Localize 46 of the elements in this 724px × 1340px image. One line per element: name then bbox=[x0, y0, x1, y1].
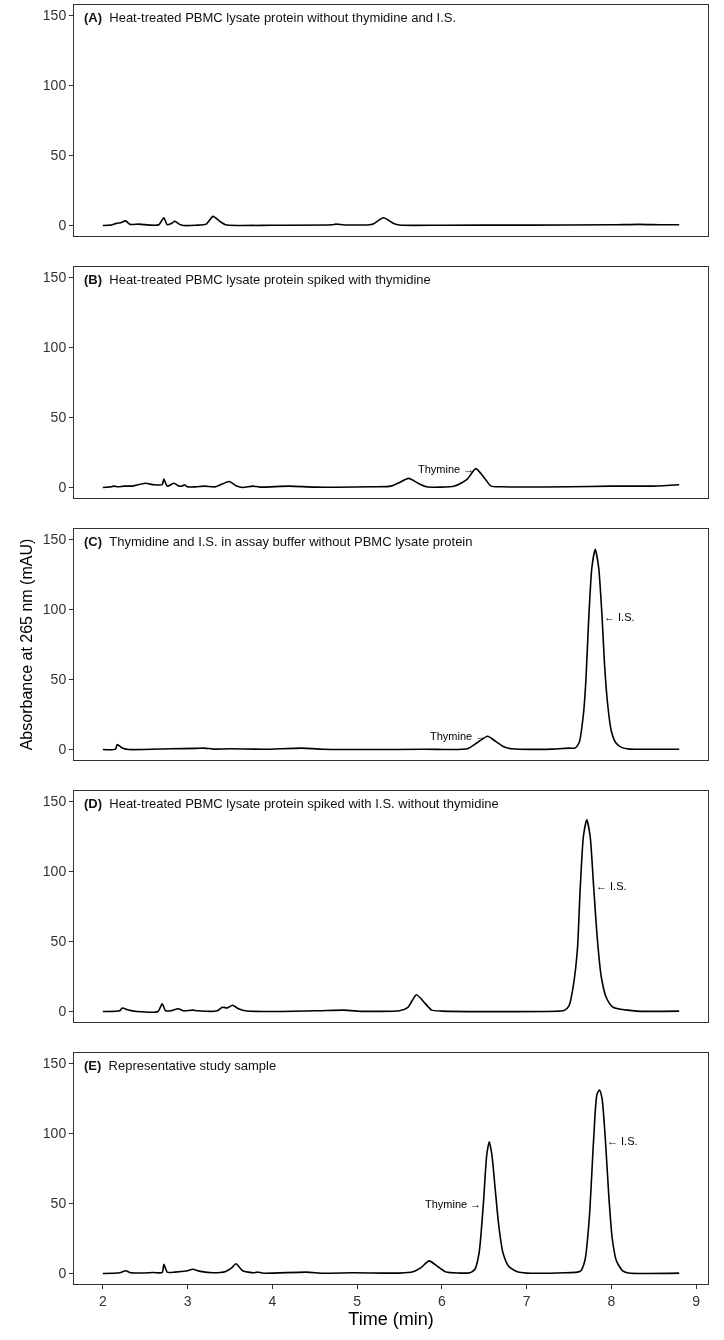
y-tick-label: 100 bbox=[42, 1125, 67, 1142]
line-series bbox=[102, 548, 680, 751]
annotation: ← I.S. bbox=[596, 880, 627, 892]
y-tick-label: 150 bbox=[42, 269, 67, 286]
y-tick-label: 0 bbox=[58, 741, 67, 758]
chart-title: (D) Heat-treated PBMC lysate protein spiked with I.S. without thymidine bbox=[84, 796, 499, 811]
x-tick-label: 6 bbox=[437, 1292, 446, 1309]
y-tick-label: 50 bbox=[50, 671, 67, 688]
x-axis-title: Time (min) bbox=[348, 1308, 434, 1329]
line-series bbox=[102, 215, 680, 227]
x-tick-label: 3 bbox=[183, 1292, 192, 1309]
y-tick-label: 100 bbox=[42, 77, 67, 94]
y-tick-label: 150 bbox=[42, 1055, 67, 1072]
y-tick-label: 0 bbox=[58, 1265, 67, 1282]
x-tick-label: 2 bbox=[98, 1292, 107, 1309]
annotation: ← I.S. bbox=[607, 1135, 638, 1147]
y-tick-label: 100 bbox=[42, 601, 67, 618]
y-tick-label: 50 bbox=[50, 409, 67, 426]
line-series bbox=[102, 818, 680, 1013]
y-tick-label: 150 bbox=[42, 531, 67, 548]
x-tick-label: 9 bbox=[692, 1292, 701, 1309]
annotation: Thymine → bbox=[430, 730, 487, 742]
annotation: Thymine → bbox=[418, 463, 475, 475]
y-tick-label: 50 bbox=[50, 147, 67, 164]
y-tick-label: 0 bbox=[58, 217, 67, 234]
y-axis-title: Absorbance at 265 nm (mAU) bbox=[17, 538, 35, 751]
y-tick-label: 150 bbox=[42, 793, 67, 810]
x-tick-label: 4 bbox=[268, 1292, 277, 1309]
y-tick-label: 100 bbox=[42, 339, 67, 356]
chart-title: (C) Thymidine and I.S. in assay buffer without PBMC lysate protein bbox=[84, 534, 473, 549]
x-tick-label: 7 bbox=[522, 1292, 531, 1309]
y-tick-label: 100 bbox=[42, 863, 67, 880]
y-tick-label: 0 bbox=[58, 479, 67, 496]
y-tick-label: 150 bbox=[42, 7, 67, 24]
annotation: Thymine → bbox=[425, 1198, 482, 1210]
chart-title: (E) Representative study sample bbox=[84, 1058, 277, 1073]
line-series bbox=[102, 1089, 680, 1275]
line-series bbox=[102, 467, 680, 489]
x-tick-label: 5 bbox=[353, 1292, 362, 1309]
x-tick-label: 8 bbox=[607, 1292, 616, 1309]
y-tick-label: 0 bbox=[58, 1003, 67, 1020]
y-tick-label: 50 bbox=[50, 1195, 67, 1212]
chart-title: (A) Heat-treated PBMC lysate protein without thymidine and I.S. bbox=[84, 10, 457, 25]
annotation: ← I.S. bbox=[604, 611, 635, 623]
chart-title: (B) Heat-treated PBMC lysate protein spiked with thymidine bbox=[84, 272, 431, 287]
y-tick-label: 50 bbox=[50, 933, 67, 950]
